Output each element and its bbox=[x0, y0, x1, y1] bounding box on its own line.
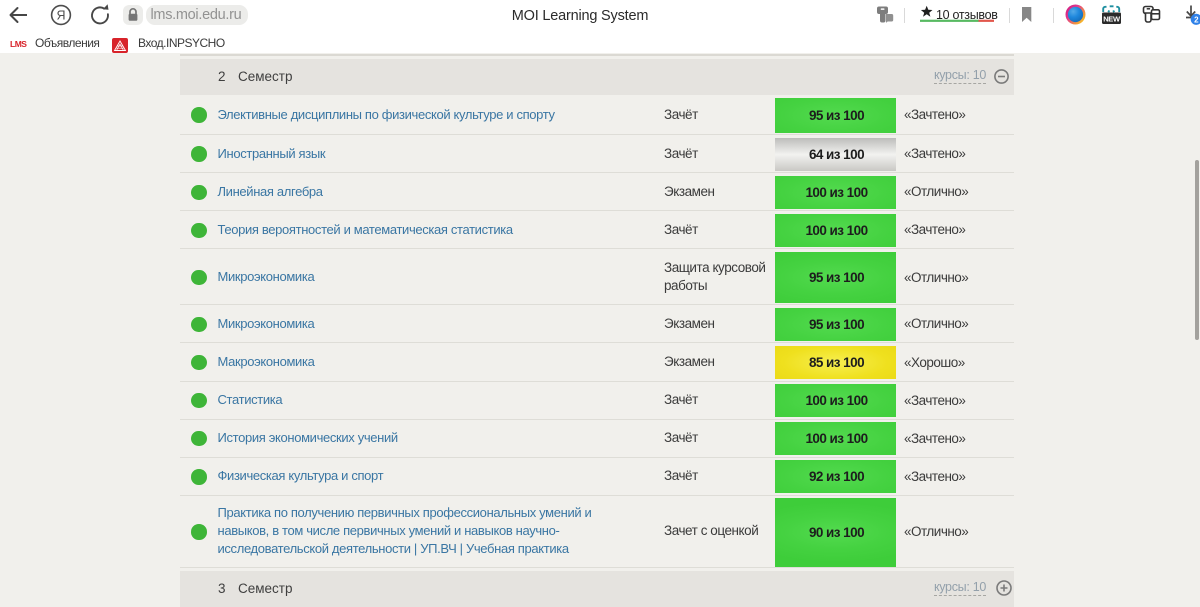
svg-text:2: 2 bbox=[1194, 15, 1199, 24]
svg-text:NEW: NEW bbox=[1103, 14, 1121, 23]
svg-text:Я: Я bbox=[56, 9, 65, 23]
